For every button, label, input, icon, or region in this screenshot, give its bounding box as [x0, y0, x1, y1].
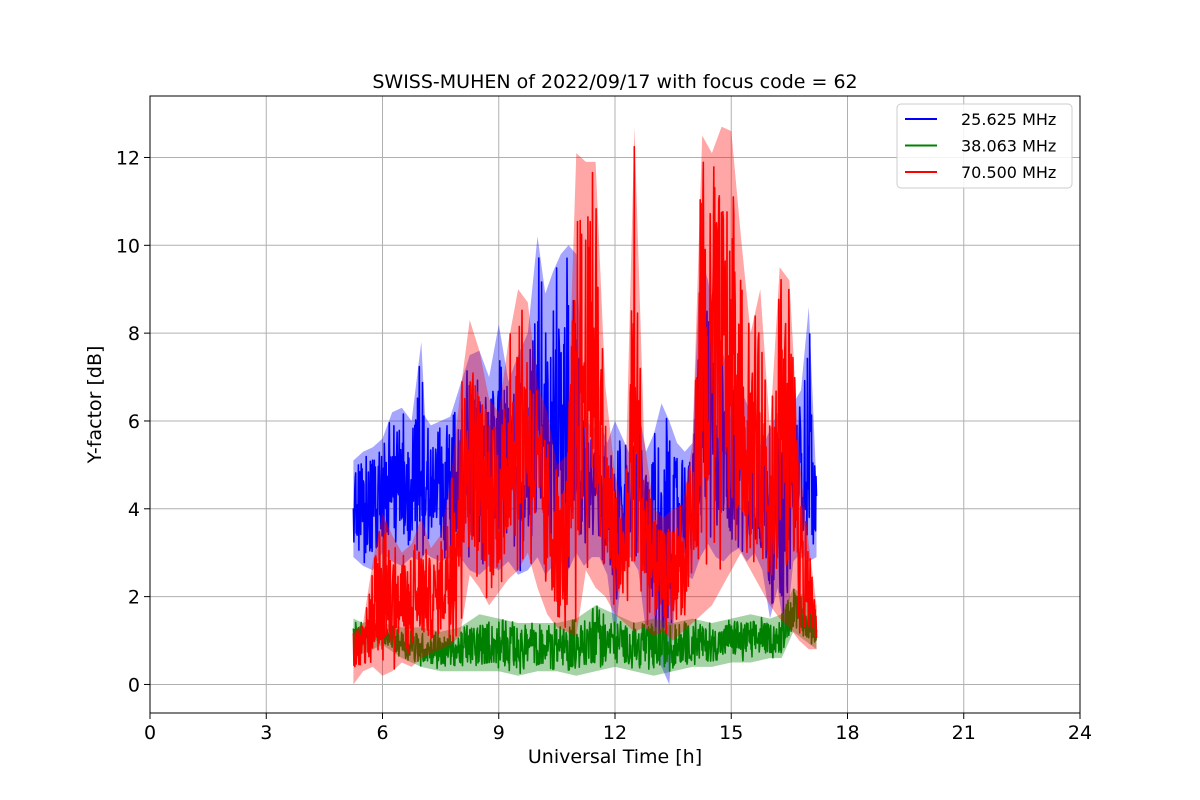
legend-label: 38.063 MHz	[961, 137, 1056, 156]
x-tick-label: 9	[493, 722, 505, 744]
y-tick-label: 10	[116, 235, 140, 257]
x-tick-label: 6	[376, 722, 388, 744]
y-axis-ticks: 0 2 4 6 8 10 12	[116, 147, 150, 696]
x-tick-label: 3	[260, 722, 272, 744]
y-tick-label: 6	[128, 411, 140, 433]
legend: 25.625 MHz 38.063 MHz 70.500 MHz	[896, 103, 1073, 189]
plot-area	[352, 126, 818, 685]
x-tick-label: 21	[952, 722, 976, 744]
y-axis-label: Y-factor [dB]	[84, 346, 106, 465]
x-tick-label: 18	[835, 722, 859, 744]
x-axis-ticks: 0 3 6 9 12 15 18 21 24	[144, 713, 1092, 744]
legend-label: 70.500 MHz	[961, 163, 1056, 182]
series-38-063-mhz	[352, 587, 818, 676]
legend-label: 25.625 MHz	[961, 110, 1056, 129]
x-axis-label: Universal Time [h]	[528, 746, 702, 768]
x-tick-label: 0	[144, 722, 156, 744]
series-line	[352, 145, 818, 670]
y-tick-label: 0	[128, 674, 140, 696]
y-tick-label: 12	[116, 147, 140, 169]
y-tick-label: 8	[128, 323, 140, 345]
series-line	[352, 588, 818, 674]
x-tick-label: 24	[1068, 722, 1092, 744]
x-tick-label: 15	[719, 722, 743, 744]
series-70-500-mhz	[352, 126, 818, 685]
series-group	[352, 126, 818, 685]
y-tick-label: 4	[128, 499, 140, 521]
chart-title: SWISS-MUHEN of 2022/09/17 with focus cod…	[372, 71, 857, 93]
y-tick-label: 2	[128, 587, 140, 609]
x-tick-label: 12	[603, 722, 627, 744]
legend-box	[896, 103, 1073, 189]
